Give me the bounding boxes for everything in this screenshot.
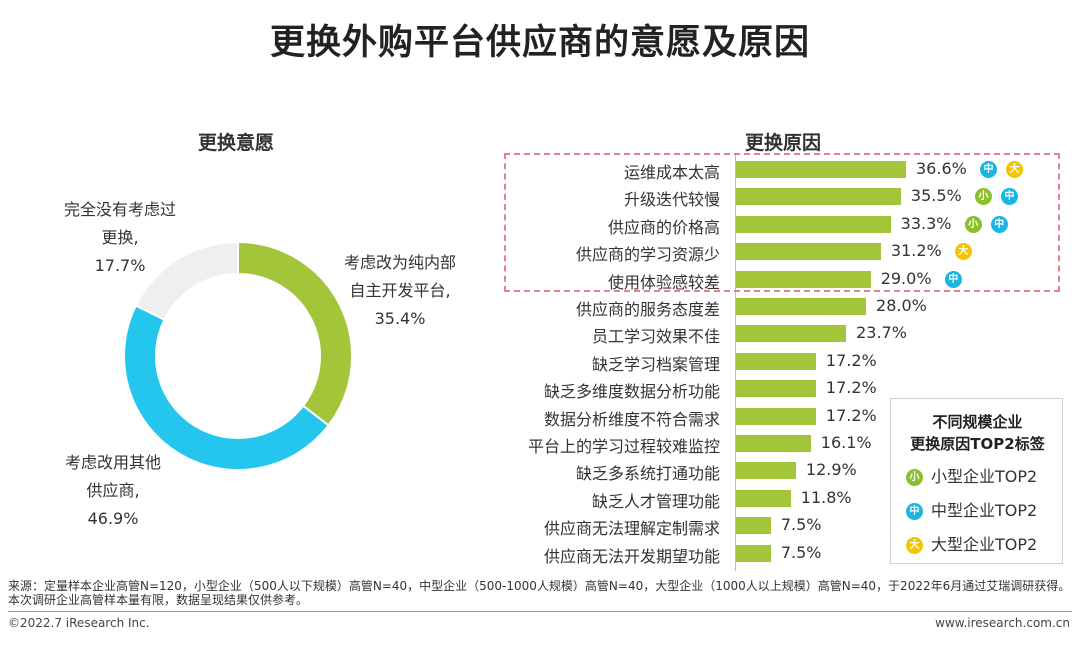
bar: [736, 407, 816, 425]
bar-category-label: 运维成本太高: [623, 163, 720, 182]
bar: [736, 435, 811, 452]
bar-category-label: 员工学习效果不佳: [591, 327, 720, 347]
bar-category-label: 供应商的服务态度差: [575, 300, 720, 319]
medium-tag-icon: 中: [944, 270, 962, 288]
bar: [736, 380, 816, 398]
bar-value-label: 35.5%: [910, 186, 962, 206]
donut-subtitle: 更换意愿: [198, 132, 275, 154]
bar: [736, 215, 891, 233]
bar: [736, 462, 796, 480]
bar-category-label: 供应商无法开发期望功能: [543, 546, 720, 566]
small-tag-icon: 小: [974, 188, 992, 206]
medium-tag-icon: 中: [906, 503, 923, 520]
top5-highlight-box: [504, 153, 1060, 292]
bar-category-label: 使用体验感较差: [607, 272, 720, 292]
bar: [736, 270, 871, 288]
bar-value-label: 28.0%: [876, 296, 927, 315]
bar-category-label: 供应商的价格高: [607, 217, 720, 237]
bar-value-label: 17.2%: [825, 350, 877, 370]
medium-tag-icon: 中: [980, 161, 997, 178]
medium-tag-icon: 中: [990, 215, 1008, 233]
bar: [736, 544, 771, 562]
bar: [736, 161, 906, 178]
bar-value-label: 23.7%: [856, 323, 907, 343]
bar: [736, 298, 867, 315]
bar-value-label: 11.8%: [800, 487, 852, 507]
bar: [736, 243, 881, 261]
footer-divider: [8, 611, 1072, 612]
bar-value-label: 31.2%: [890, 241, 942, 261]
bar-value-label: 16.1%: [820, 433, 872, 452]
bar: [736, 188, 901, 206]
bar: [736, 352, 816, 370]
bar: [736, 489, 791, 507]
large-tag-icon: 大: [1006, 161, 1023, 178]
bar-category-label: 供应商无法理解定制需求: [543, 519, 720, 539]
legend-title: 不同规模企业 更换原因TOP2标签: [910, 413, 1045, 453]
bar-value-label: 7.5%: [780, 542, 822, 562]
small-tag-icon: 小: [964, 215, 982, 233]
bar-category-label: 缺乏人才管理功能: [591, 491, 720, 511]
donut-chart: [123, 240, 353, 471]
donut-label-no-change: 完全没有考虑过 更换, 17.7%: [63, 200, 176, 275]
donut-slice-no-change: [134, 240, 239, 322]
tag-legend: 不同规模企业 更换原因TOP2标签 小小型企业TOP2 中中型企业TOP2 大大型…: [890, 398, 1063, 564]
page-title: 更换外购平台供应商的意愿及原因: [269, 23, 810, 63]
bar-category-label: 升级迭代较慢: [623, 190, 720, 210]
bar-category-label: 数据分析维度不符合需求: [543, 409, 720, 429]
donut-slice-other-supplier: [123, 304, 330, 471]
bar-value-label: 29.0%: [880, 268, 932, 288]
bar: [736, 517, 771, 535]
donut-label-other-supplier: 考虑改用其他 供应商, 46.9%: [64, 453, 161, 528]
bar-axis-line: [735, 153, 736, 571]
bar-category-label: 缺乏学习档案管理: [591, 354, 720, 374]
bar-category-label: 平台上的学习过程较难监控: [527, 437, 720, 456]
bar-category-label: 供应商的学习资源少: [575, 245, 720, 265]
bar: [736, 325, 847, 343]
bar-category-label: 缺乏多系统打通功能: [575, 464, 720, 484]
copyright: ©2022.7 iResearch Inc.: [8, 616, 150, 630]
website-link[interactable]: www.iresearch.com.cn: [935, 616, 1070, 630]
bar-subtitle: 更换原因: [745, 132, 822, 154]
source-note: 来源：定量样本企业高管N=120，小型企业（500人以下规模）高管N=40，中型…: [8, 579, 1071, 607]
donut-label-internal: 考虑改为纯内部 自主开发平台, 35.4%: [343, 253, 456, 328]
bar-value-label: 33.3%: [900, 213, 952, 233]
bar-category-label: 缺乏多维度数据分析功能: [543, 382, 720, 402]
bar-value-label: 17.2%: [825, 405, 877, 425]
small-tag-icon: 小: [906, 469, 923, 486]
bar-value-label: 7.5%: [780, 515, 822, 535]
medium-tag-icon: 中: [1000, 188, 1018, 206]
bar-value-label: 17.2%: [825, 378, 877, 398]
bar-value-label: 12.9%: [805, 460, 857, 480]
large-tag-icon: 大: [954, 243, 972, 261]
bar-value-label: 36.6%: [916, 159, 967, 178]
legend-item-medium: 中中型企业TOP2: [906, 497, 1037, 521]
large-tag-icon: 大: [906, 537, 923, 554]
legend-item-large: 大大型企业TOP2: [906, 531, 1037, 555]
legend-item-small: 小小型企业TOP2: [906, 463, 1037, 487]
